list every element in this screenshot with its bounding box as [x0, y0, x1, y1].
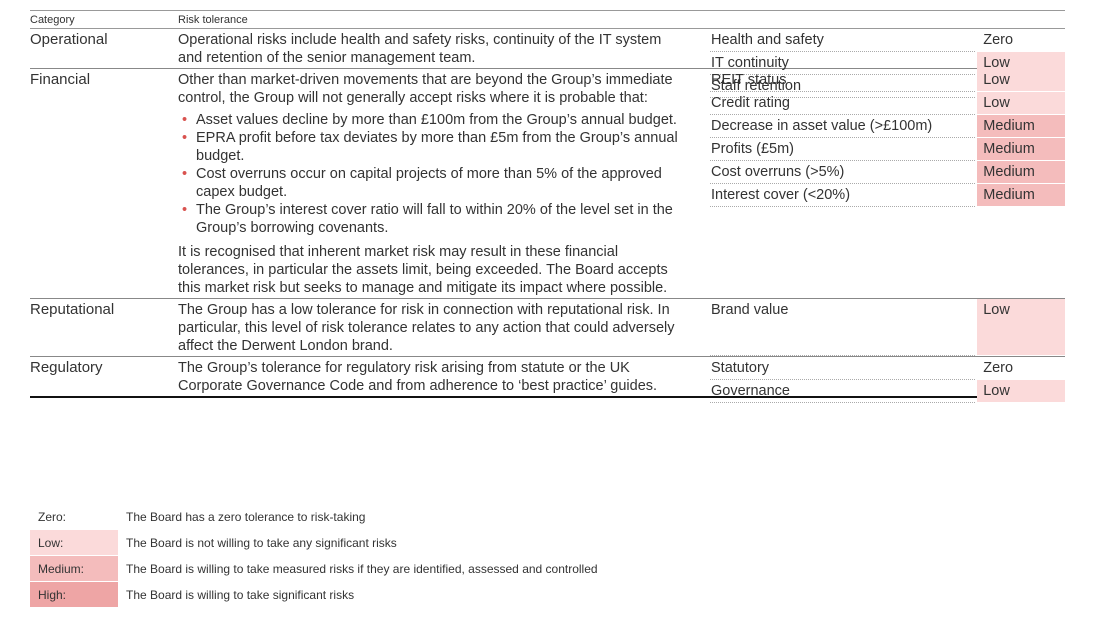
category: Reputational [30, 301, 115, 318]
bullet: EPRA profit before tax deviates by more … [182, 129, 678, 165]
legend-row: Zero: The Board has a zero tolerance to r… [30, 504, 598, 530]
item-level: Medium [977, 138, 1065, 161]
item-name: Decrease in asset value (>£100m) [710, 115, 976, 138]
tolerance-items: Statutory Zero Governance Low [710, 357, 1065, 403]
legend-level: High: [30, 582, 118, 608]
tolerance-item: Governance Low [710, 380, 1065, 403]
legend: Zero: The Board has a zero tolerance to r… [30, 504, 598, 608]
item-name: Staff retention [710, 75, 976, 98]
item-level: Medium [977, 115, 1065, 138]
bullet: Cost overruns occur on capital projects … [182, 165, 678, 201]
item-name: Health and safety [710, 29, 976, 52]
legend-text: The Board is not willing to take any sig… [126, 536, 397, 550]
paragraph: Other than market-driven movements that … [178, 72, 673, 106]
tolerance-item: Decrease in asset value (>£100m) Medium [710, 115, 1065, 138]
paragraph: It is recognised that inherent market ri… [178, 244, 668, 296]
tolerance-item: Health and safety Zero [710, 29, 1065, 52]
item-level: Zero [977, 357, 1065, 380]
legend-row: Low: The Board is not willing to take any… [30, 530, 598, 556]
paragraph: The Group has a low tolerance for risk i… [178, 302, 675, 354]
legend-level: Medium: [30, 556, 118, 582]
item-name: REIT status [710, 69, 976, 92]
legend-text: The Board is willing to take significant… [126, 588, 355, 602]
item-level: Zero [977, 29, 1065, 52]
paragraph: The Group’s tolerance for regulatory ris… [178, 360, 658, 394]
tolerance-item: Statutory Zero [710, 357, 1065, 380]
legend-text: The Board is willing to take measured ri… [126, 562, 598, 576]
item-name: Credit rating [710, 92, 976, 115]
item-level: Medium [977, 184, 1065, 207]
table-header: Category Risk tolerance [30, 10, 1065, 29]
tolerance-item: Credit rating Low [710, 92, 1065, 115]
legend-row: High: The Board is willing to take signif… [30, 582, 598, 608]
legend-level: Zero: [30, 504, 118, 530]
description: The Group’s tolerance for regulatory ris… [178, 357, 678, 396]
description: Other than market-driven movements that … [178, 69, 678, 298]
tolerance-item: Interest cover (<20%) Medium [710, 184, 1065, 207]
item-name: Profits (£5m) [710, 138, 976, 161]
table-row: Reputational The Group has a low toleranc… [30, 299, 1065, 357]
item-name: Brand value [710, 299, 976, 356]
bullet: Asset values decline by more than £100m … [182, 111, 678, 129]
description: The Group has a low tolerance for risk i… [178, 299, 678, 356]
item-level: Low [977, 69, 1065, 92]
legend-row: Medium: The Board is willing to take meas… [30, 556, 598, 582]
item-level: Low [977, 299, 1065, 356]
tolerance-item: Cost overruns (>5%) Medium [710, 161, 1065, 184]
description: Operational risks include health and saf… [178, 29, 678, 68]
item-name: IT continuity [710, 52, 976, 75]
risk-table: Operational Operational risks include hea… [30, 29, 1065, 403]
header-category: Category [30, 14, 75, 26]
bullet-list: Asset values decline by more than £100m … [178, 111, 678, 237]
paragraph: Operational risks include health and saf… [178, 32, 662, 66]
tolerance-items: REIT status Low Credit rating Low Decrease i… [710, 69, 1065, 298]
table-row: Operational Operational risks include hea… [30, 29, 1065, 98]
tolerance-items: Health and safety Zero IT continuity Low Sta… [710, 29, 1065, 98]
category: Financial [30, 71, 91, 88]
item-level: Low [977, 380, 1065, 403]
item-name: Governance [710, 380, 976, 403]
bullet: The Group’s interest cover ratio will fa… [182, 201, 678, 237]
tolerance-item: Brand value Low [710, 299, 1065, 356]
item-name: Cost overruns (>5%) [710, 161, 976, 184]
item-level: Medium [977, 161, 1065, 184]
tolerance-items: Brand value Low [710, 299, 1065, 356]
tolerance-item: Profits (£5m) Medium [710, 138, 1065, 161]
legend-level: Low: [30, 530, 118, 556]
tolerance-item: REIT status Low [710, 69, 1065, 92]
item-name: Interest cover (<20%) [710, 184, 976, 207]
category: Operational [30, 31, 108, 48]
header-risk-tolerance: Risk tolerance [178, 14, 248, 26]
item-level: Low [977, 92, 1065, 115]
category: Regulatory [30, 359, 103, 376]
table-row: Regulatory The Group’s tolerance for regu… [30, 357, 1065, 403]
item-name: Statutory [710, 357, 976, 380]
table-row: Financial Other than market-driven moveme… [30, 69, 1065, 299]
legend-text: The Board has a zero tolerance to risk-t… [126, 510, 366, 524]
